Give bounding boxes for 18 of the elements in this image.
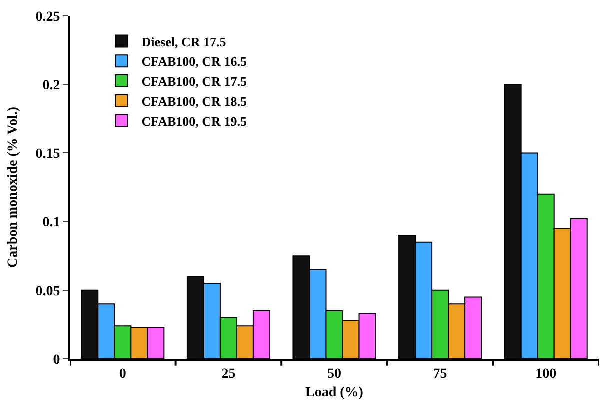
x-tick-label: 50 bbox=[328, 366, 342, 382]
y-tick-label: 0 bbox=[53, 352, 60, 368]
x-tick-label: 0 bbox=[119, 366, 126, 382]
y-tick-label: 0.2 bbox=[42, 78, 60, 94]
x-tick-label: 25 bbox=[222, 366, 236, 382]
legend-label: CFAB100, CR 18.5 bbox=[142, 94, 248, 110]
y-axis-title: Carbon monoxide (% Vol.) bbox=[6, 106, 21, 268]
x-tick-label: 100 bbox=[536, 366, 557, 382]
x-axis-title: Load (%) bbox=[306, 386, 364, 401]
y-tick-label: 0.1 bbox=[42, 216, 60, 231]
x-tick-label: 75 bbox=[433, 366, 448, 382]
legend-label: CFAB100, CR 17.5 bbox=[142, 74, 248, 90]
y-tick-label: 0.15 bbox=[36, 147, 60, 162]
legend-label: CFAB100, CR 19.5 bbox=[142, 114, 248, 129]
y-tick-label: 0.05 bbox=[36, 284, 60, 300]
legend-label: CFAB100, CR 16.5 bbox=[142, 54, 248, 70]
y-tick-label: 0.25 bbox=[36, 10, 60, 25]
legend-label: Diesel, CR 17.5 bbox=[142, 34, 227, 50]
